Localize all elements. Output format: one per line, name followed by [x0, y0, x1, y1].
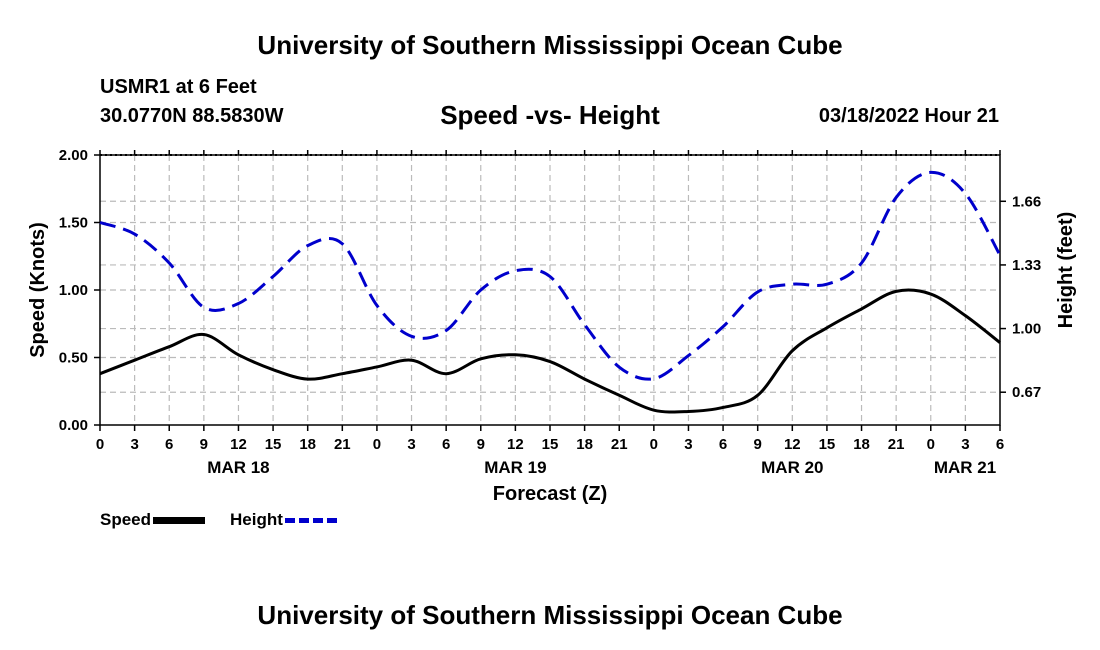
- chart-main-title: University of Southern Mississippi Ocean…: [257, 30, 843, 60]
- x-tick-label: 9: [754, 436, 762, 453]
- footer-title: University of Southern Mississippi Ocean…: [257, 600, 843, 630]
- x-day-label: MAR 20: [761, 458, 823, 477]
- y-axis-title: Speed (Knots): [27, 222, 49, 358]
- y-tick-label: 0.00: [59, 417, 88, 434]
- x-tick-label: 21: [334, 436, 351, 453]
- y-tick-label: 0.50: [59, 350, 88, 367]
- x-tick-label: 15: [819, 436, 836, 453]
- x-tick-label: 0: [96, 436, 104, 453]
- legend-height-swatch: [284, 517, 337, 523]
- station-label: USMR1 at 6 Feet: [100, 76, 257, 98]
- x-day-label: MAR 18: [207, 458, 269, 477]
- x-tick-label: 12: [230, 436, 247, 453]
- x-tick-label: 18: [299, 436, 316, 453]
- series-speed-line: [99, 288, 1001, 414]
- x-tick-label: 21: [888, 436, 905, 453]
- legend-height: Height: [230, 510, 337, 530]
- y2-tick-label: 1.33: [1012, 257, 1041, 274]
- legend-speed: Speed: [100, 510, 206, 530]
- x-tick-label: 6: [165, 436, 173, 453]
- x-tick-label: 15: [542, 436, 559, 453]
- x-tick-label: 9: [477, 436, 485, 453]
- y2-tick-label: 1.66: [1012, 193, 1041, 210]
- legend-speed-swatch: [153, 516, 206, 524]
- x-axis-title: Forecast (Z): [493, 483, 607, 505]
- legend-speed-label: Speed: [100, 510, 152, 529]
- chart-subtitle: Speed -vs- Height: [440, 100, 660, 130]
- x-tick-label: 6: [442, 436, 450, 453]
- station-coordinates: 30.0770N 88.5830W: [100, 105, 284, 127]
- y2-tick-label: 0.67: [1012, 384, 1041, 401]
- y-tick-label: 1.50: [59, 215, 88, 232]
- x-day-label: MAR 19: [484, 458, 546, 477]
- forecast-datetime: 03/18/2022 Hour 21: [818, 105, 999, 127]
- series-height-line: [99, 170, 1002, 381]
- y2-tick-label: 1.00: [1012, 321, 1041, 338]
- x-tick-label: 3: [961, 436, 969, 453]
- x-tick-label: 3: [130, 436, 138, 453]
- y-tick-label: 2.00: [59, 147, 88, 164]
- x-tick-label: 0: [650, 436, 658, 453]
- x-tick-label: 18: [853, 436, 870, 453]
- y-tick-label: 1.00: [59, 282, 88, 299]
- x-day-label: MAR 21: [934, 458, 996, 477]
- x-tick-label: 21: [611, 436, 628, 453]
- legend-height-label: Height: [230, 510, 283, 529]
- x-tick-label: 0: [927, 436, 935, 453]
- x-tick-label: 6: [996, 436, 1004, 453]
- x-tick-label: 9: [200, 436, 208, 453]
- x-tick-label: 12: [507, 436, 524, 453]
- y2-axis-title: Height (feet): [1055, 212, 1077, 329]
- x-tick-label: 6: [719, 436, 727, 453]
- x-tick-label: 18: [576, 436, 593, 453]
- x-tick-label: 3: [684, 436, 692, 453]
- x-tick-label: 3: [407, 436, 415, 453]
- x-tick-label: 0: [373, 436, 381, 453]
- x-tick-label: 12: [784, 436, 801, 453]
- x-tick-label: 15: [265, 436, 282, 453]
